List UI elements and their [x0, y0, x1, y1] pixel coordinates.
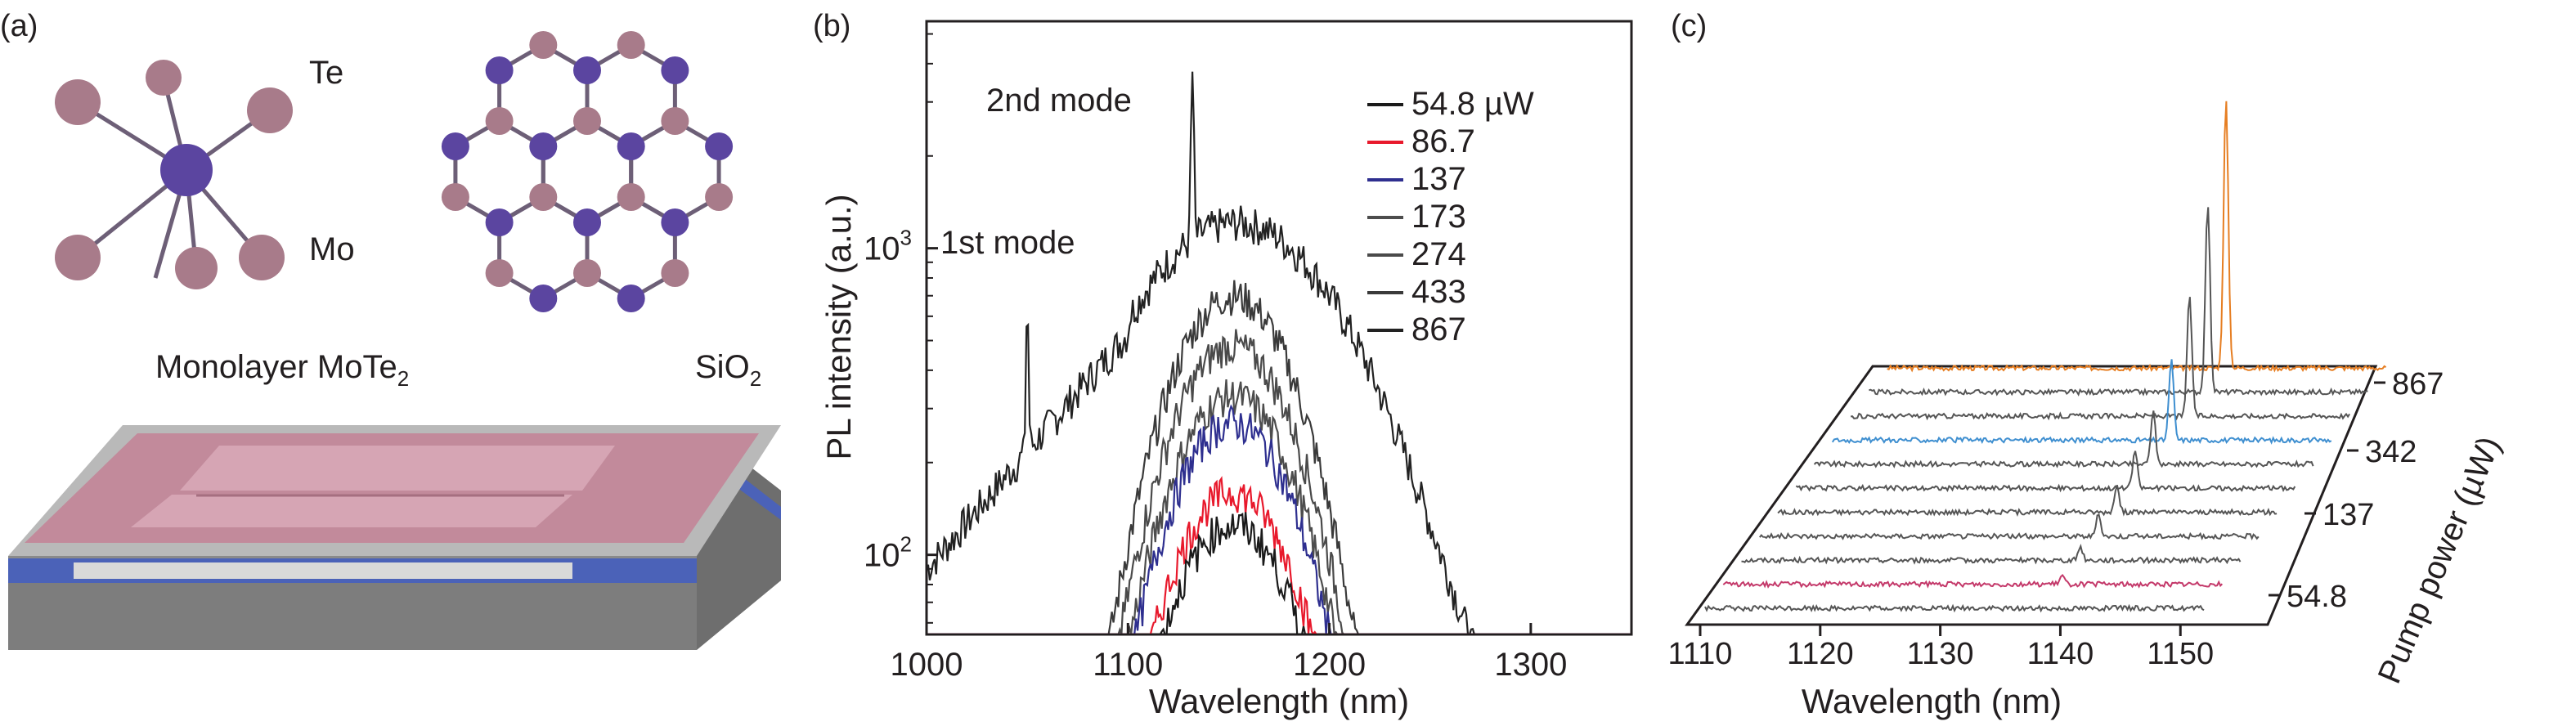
legend-label-3: 173 — [1411, 199, 1466, 235]
waterfall-trace-0 — [1704, 603, 2205, 613]
b-xtick-label-1300: 1300 — [1494, 647, 1567, 683]
lattice-atom — [441, 183, 469, 211]
c-xtick-label-1130: 1130 — [1907, 637, 1974, 671]
waterfall-trace-6 — [1813, 410, 2314, 468]
plot-b-xlabel: Wavelength (nm) — [1149, 682, 1409, 720]
hexagonal-lattice-icon — [441, 31, 734, 312]
waterfall-trace-5 — [1795, 450, 2296, 493]
waterfall-trace-1 — [1722, 574, 2224, 589]
sio2-label: SiO2 — [695, 349, 761, 391]
lattice-atom — [661, 107, 689, 136]
plot-c-xlabel: Wavelength (nm) — [1802, 682, 2062, 720]
lattice-atom — [617, 31, 645, 60]
c-xtick-label-1140: 1140 — [2027, 637, 2094, 671]
monolayer-label: Monolayer MoTe2 — [155, 349, 409, 391]
plot-b-frame — [925, 20, 1633, 636]
b-xtick-label-1000: 1000 — [891, 647, 963, 683]
lattice-atom — [485, 56, 514, 85]
lattice-atom — [485, 208, 514, 236]
series-3-line — [927, 379, 1631, 634]
panel-a-label: (a) — [0, 9, 38, 43]
lattice-atom — [529, 284, 558, 312]
legend-label-4: 274 — [1411, 236, 1466, 272]
mote2-unit-cell-icon — [55, 60, 293, 289]
c-ytick-label-3: 867 — [2392, 367, 2444, 401]
panel-a: (a) Te Mo Monolayer MoTe2 — [0, 9, 781, 650]
b-ytick-label-100: 102 — [864, 532, 912, 574]
b-xtick-label-1100: 1100 — [1093, 647, 1163, 683]
series-0-line — [927, 512, 1631, 634]
lattice-atom — [705, 183, 734, 211]
c-xtick-label-1120: 1120 — [1787, 637, 1854, 671]
plot-c-series — [1704, 101, 2387, 613]
panel-c-label: (c) — [1671, 9, 1707, 43]
lattice-atom — [617, 132, 645, 161]
plot-b-series — [927, 71, 1631, 634]
lattice-atom — [573, 107, 601, 136]
waterfall-trace-8 — [1851, 297, 2350, 421]
lattice-atom — [661, 258, 689, 287]
lattice-atom — [661, 56, 689, 85]
b-xtick-label-1200: 1200 — [1293, 647, 1366, 683]
c-ytick-label-1: 137 — [2322, 498, 2374, 532]
mo-label: Mo — [309, 231, 355, 267]
legend-label-2: 137 — [1411, 161, 1466, 197]
series-2-line — [927, 404, 1631, 634]
series-1-line — [927, 476, 1631, 634]
annotation-1st-mode: 1st mode — [940, 225, 1075, 261]
lattice-atom — [485, 258, 514, 287]
panel-b-label: (b) — [813, 9, 850, 43]
lattice-atom — [573, 56, 601, 85]
plot-c-ylabel: Pump power (µW) — [2372, 432, 2508, 689]
lattice-atom — [441, 132, 469, 160]
series-6-line — [927, 71, 1631, 634]
waterfall-trace-7 — [1831, 359, 2332, 445]
series-5-line — [927, 280, 1631, 634]
b-ytick-label-1000: 103 — [864, 226, 912, 267]
legend-label-6: 867 — [1411, 311, 1466, 347]
device-slab-icon — [8, 425, 781, 650]
c-xtick-label-1150: 1150 — [2147, 637, 2214, 671]
legend-label-5: 433 — [1411, 274, 1466, 310]
legend-label-0: 54.8 µW — [1411, 86, 1534, 122]
c-ytick-label-2: 342 — [2365, 435, 2417, 469]
lattice-atom — [573, 258, 601, 287]
plot-b-axes: 1000 1100 1200 1300 102 103 — [864, 33, 1567, 683]
lattice-atom — [617, 284, 645, 312]
lattice-atom — [705, 132, 734, 160]
plot-c-floor — [1685, 365, 2378, 626]
waterfall-trace-9 — [1869, 207, 2368, 397]
legend-label-1: 86.7 — [1411, 123, 1475, 159]
lattice-atom — [661, 208, 689, 236]
panel-c: (c) 1110 1120 1130 1140 1150 54.8 137 342 867 Wa… — [1668, 9, 2508, 720]
plot-b-ylabel: PL intensity (a.u.) — [819, 194, 858, 459]
lattice-atom — [529, 132, 558, 161]
plot-c-axes: 1110 1120 1130 1140 1150 54.8 137 342 867 — [1668, 367, 2444, 671]
lattice-atom — [529, 31, 558, 60]
lattice-atom — [573, 208, 601, 236]
c-ytick-label-0: 54.8 — [2287, 580, 2347, 614]
lattice-atom — [617, 182, 645, 211]
lattice-atom — [529, 182, 558, 211]
waterfall-trace-2 — [1741, 544, 2242, 565]
lattice-atom — [485, 107, 514, 136]
waterfall-trace-4 — [1777, 485, 2278, 518]
waterfall-trace-3 — [1759, 513, 2260, 540]
series-4-line — [927, 329, 1631, 634]
te-label: Te — [309, 55, 343, 91]
c-xtick-label-1110: 1110 — [1668, 637, 1733, 671]
annotation-2nd-mode: 2nd mode — [986, 83, 1132, 119]
waterfall-trace-10 — [1887, 101, 2387, 373]
panel-b: (b) 1000 1100 1200 1300 102 103 2nd mode 1st … — [813, 9, 1633, 720]
